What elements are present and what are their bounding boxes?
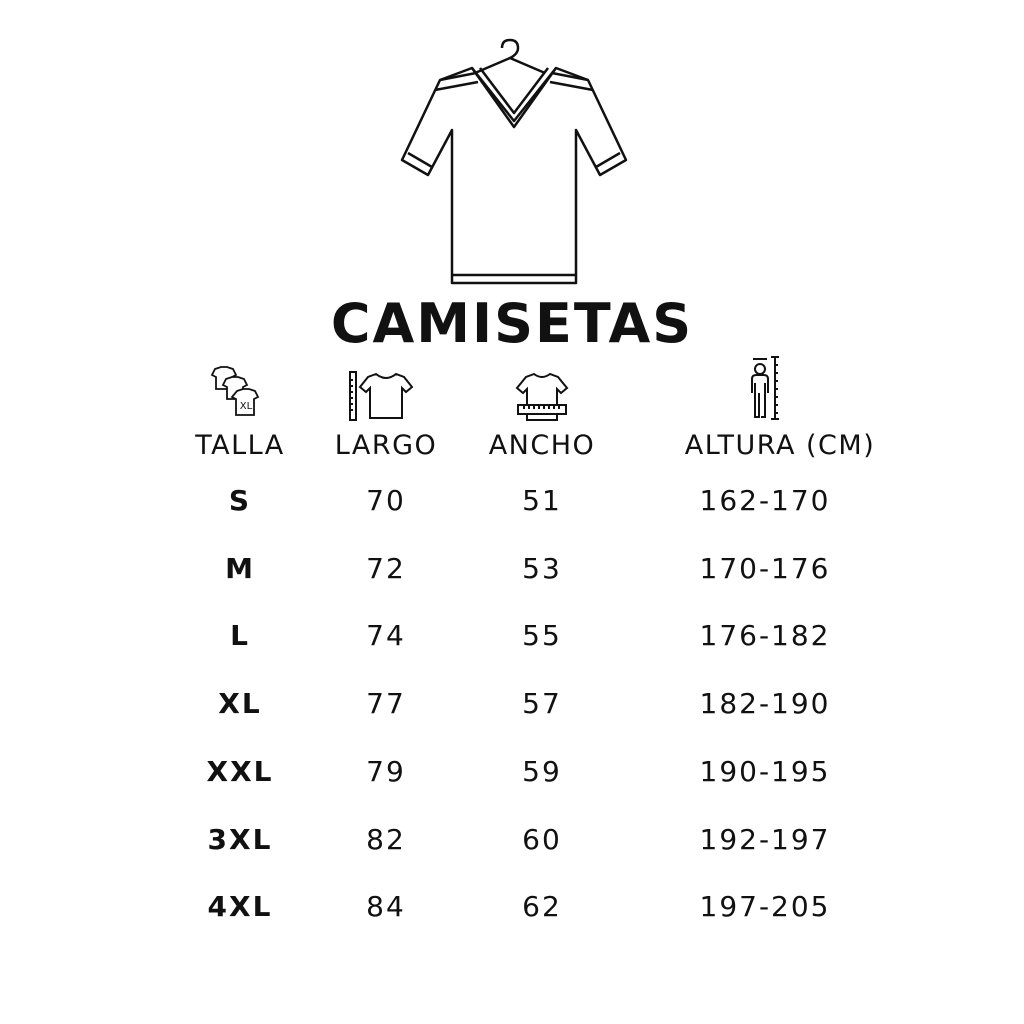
shirt-width-ruler-icon bbox=[515, 372, 569, 421]
cell-altura: 197-205 bbox=[699, 890, 831, 924]
page-title: CAMISETAS bbox=[330, 292, 694, 355]
cell-ancho: 59 bbox=[522, 754, 562, 788]
cell-largo: 79 bbox=[366, 754, 406, 788]
cell-talla: L bbox=[230, 619, 250, 653]
stacked-shirts-icon: XL bbox=[210, 366, 260, 416]
cell-talla: XL bbox=[218, 687, 262, 721]
cell-largo: 82 bbox=[366, 822, 406, 856]
cell-talla: 3XL bbox=[207, 822, 273, 856]
cell-largo: 84 bbox=[366, 890, 406, 924]
svg-text:XL: XL bbox=[240, 401, 253, 412]
cell-altura: 192-197 bbox=[699, 822, 831, 856]
column-header-largo: LARGO bbox=[334, 430, 438, 461]
cell-ancho: 57 bbox=[522, 687, 562, 721]
cell-talla: M bbox=[225, 551, 255, 585]
cell-altura: 182-190 bbox=[699, 687, 831, 721]
column-header-altura: ALTURA (CM) bbox=[684, 430, 876, 461]
cell-ancho: 51 bbox=[522, 484, 562, 517]
cell-altura: 176-182 bbox=[699, 619, 831, 653]
cell-largo: 70 bbox=[366, 484, 406, 517]
cell-altura: 190-195 bbox=[699, 754, 831, 788]
cell-ancho: 53 bbox=[522, 551, 562, 585]
cell-largo: 77 bbox=[366, 687, 406, 721]
person-height-icon bbox=[751, 356, 779, 420]
column-header-talla: TALLA bbox=[195, 430, 285, 461]
shirt-length-ruler-icon bbox=[349, 371, 414, 421]
cell-talla: XXL bbox=[206, 754, 274, 788]
cell-altura: 162-170 bbox=[699, 484, 831, 517]
shirt-on-hanger-illustration bbox=[400, 38, 628, 285]
cell-ancho: 55 bbox=[522, 619, 562, 653]
cell-largo: 72 bbox=[366, 551, 406, 585]
cell-largo: 74 bbox=[366, 619, 406, 653]
column-header-ancho: ANCHO bbox=[488, 430, 596, 461]
cell-ancho: 60 bbox=[522, 822, 562, 856]
cell-altura: 170-176 bbox=[699, 551, 831, 585]
cell-talla: S bbox=[228, 484, 252, 517]
cell-ancho: 62 bbox=[522, 890, 562, 924]
cell-talla: 4XL bbox=[207, 890, 273, 924]
